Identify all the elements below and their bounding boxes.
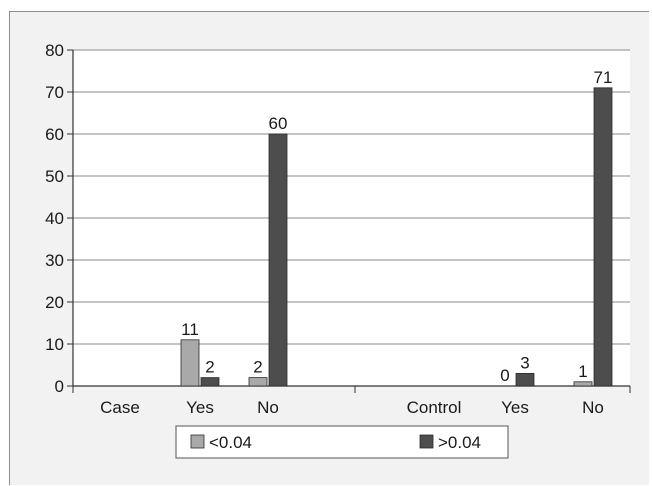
legend-label: <0.04 bbox=[209, 433, 252, 452]
data-label: 60 bbox=[269, 114, 288, 133]
bar-gt-0.04 bbox=[200, 377, 220, 387]
bar-lt-0.04 bbox=[248, 377, 268, 387]
y-tick-label: 40 bbox=[45, 209, 64, 228]
y-tick-label: 80 bbox=[45, 41, 64, 60]
x-category-label: No bbox=[257, 398, 279, 417]
x-group-label: Case bbox=[100, 398, 140, 417]
bar-lt-0.04 bbox=[180, 339, 200, 387]
x-category-label: No bbox=[582, 398, 604, 417]
data-label: 1 bbox=[578, 362, 587, 381]
legend-swatch bbox=[419, 434, 434, 449]
x-group-label: Control bbox=[407, 398, 462, 417]
data-label: 2 bbox=[205, 358, 214, 377]
bar-gt-0.04 bbox=[593, 87, 613, 387]
y-tick-label: 0 bbox=[55, 377, 64, 396]
x-category-label: Yes bbox=[501, 398, 529, 417]
data-label: 11 bbox=[181, 320, 199, 339]
y-tick-label: 50 bbox=[45, 167, 64, 186]
data-label: 0 bbox=[500, 366, 509, 385]
x-category-label: Yes bbox=[186, 398, 214, 417]
y-tick-label: 10 bbox=[45, 335, 64, 354]
bar-gt-0.04 bbox=[515, 372, 535, 387]
y-tick-label: 60 bbox=[45, 125, 64, 144]
legend-label: >0.04 bbox=[438, 433, 481, 452]
legend bbox=[175, 425, 509, 459]
bar-gt-0.04 bbox=[268, 133, 288, 387]
bar-lt-0.04 bbox=[573, 381, 593, 387]
chart-frame: 0 10 20 30 40 50 60 70 80 Case Yes 11 2 No 2 60 Control Y… bbox=[9, 11, 649, 485]
legend-swatch bbox=[190, 434, 205, 449]
y-tick-label: 70 bbox=[45, 83, 64, 102]
y-tick-label: 20 bbox=[45, 293, 64, 312]
data-label: 3 bbox=[520, 353, 529, 372]
data-label: 71 bbox=[594, 68, 613, 87]
y-tick-label: 30 bbox=[45, 251, 64, 270]
data-label: 2 bbox=[253, 358, 262, 377]
